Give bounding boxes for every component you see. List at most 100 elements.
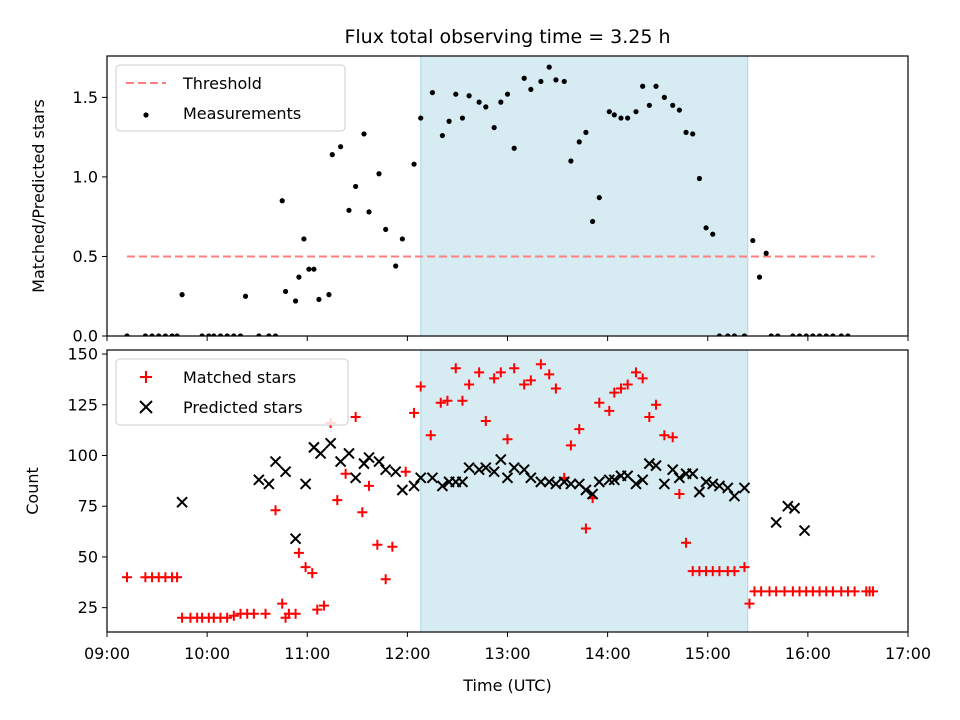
matched-stars-point <box>594 397 605 408</box>
predicted-stars-point <box>324 437 337 450</box>
matched-stars-point <box>771 586 782 597</box>
measurement-point <box>429 89 436 96</box>
y-tick-label: 0.0 <box>73 327 98 346</box>
measurement-point <box>446 118 452 124</box>
y-tick-label: 75 <box>78 497 98 516</box>
plot-area-1 <box>124 64 875 336</box>
y-tick-label: 1.5 <box>73 88 98 107</box>
legend-label: Matched stars <box>183 368 296 387</box>
matched-stars-point <box>442 395 453 406</box>
measurement-point <box>653 83 659 89</box>
measurement-point <box>346 207 352 213</box>
predicted-stars-point <box>798 524 811 537</box>
matched-stars-point <box>714 566 725 577</box>
matched-stars-point <box>177 612 188 623</box>
measurement-point <box>149 333 155 336</box>
y-tick-label: 50 <box>78 547 98 566</box>
x-tick-label: 13:00 <box>484 644 530 663</box>
measurement-point <box>775 333 781 336</box>
predicted-stars-point <box>289 532 302 545</box>
x-tick-label: 12:00 <box>384 644 430 663</box>
matched-stars-point <box>502 434 513 445</box>
measurement-point <box>272 333 279 336</box>
measurement-point <box>790 333 796 336</box>
x-tick-label: 14:00 <box>585 644 631 663</box>
matched-stars-point <box>260 608 271 619</box>
predicted-stars-point <box>176 496 188 508</box>
measurement-point <box>237 333 244 336</box>
x-tick-label: 11:00 <box>284 644 330 663</box>
matched-stars-point <box>519 379 530 390</box>
measurement-point <box>596 194 602 201</box>
predicted-stars-point <box>408 480 420 492</box>
measurement-point <box>583 129 589 135</box>
predicted-stars-point <box>518 463 530 476</box>
measurement-point <box>561 78 567 85</box>
measurement-point <box>830 333 836 336</box>
predicted-stars-point <box>643 457 656 470</box>
measurement-point <box>633 109 639 115</box>
x-axis-label: Time (UTC) <box>462 676 551 695</box>
matched-stars-point <box>293 547 304 558</box>
matched-stars-point <box>435 397 446 408</box>
measurement-point <box>483 104 489 110</box>
matched-stars-point <box>387 541 398 552</box>
measurement-point <box>266 333 272 336</box>
measurement-point <box>439 132 446 139</box>
measurement-point <box>796 333 803 336</box>
measurement-point <box>366 209 372 215</box>
predicted-stars-point <box>480 461 492 474</box>
predicted-stars-point <box>586 488 599 500</box>
predicted-stars-point <box>658 478 671 490</box>
measurement-point <box>528 86 534 93</box>
matched-stars-point <box>122 572 133 583</box>
measurement-point <box>326 292 332 298</box>
predicted-stars-point <box>389 466 402 478</box>
predicted-stars-point <box>501 472 514 484</box>
measurement-point <box>217 333 224 336</box>
y-axis-label: Count <box>23 467 42 515</box>
matched-stars-point <box>172 572 183 583</box>
matched-stars-point <box>756 586 767 597</box>
measurement-point <box>206 333 212 336</box>
measurement-point <box>741 333 748 336</box>
predicted-stars-point <box>314 447 327 460</box>
legend-label: Measurements <box>183 104 301 123</box>
x-tick-label: 16:00 <box>785 644 831 663</box>
measurement-point <box>670 102 676 108</box>
matched-stars-point <box>849 586 860 597</box>
y-tick-label: 1.0 <box>73 167 98 186</box>
predicted-stars-point <box>415 472 427 484</box>
measurement-point <box>606 109 612 115</box>
predicted-stars-point <box>593 476 605 488</box>
predicted-stars-point <box>673 472 686 484</box>
predicted-stars-point <box>636 474 649 486</box>
measurement-point <box>756 274 763 280</box>
x-tick-label: 15:00 <box>685 644 731 663</box>
measurement-point <box>690 131 696 137</box>
predicted-stars-point <box>373 455 385 468</box>
matched-stars-point <box>409 407 420 418</box>
matched-stars-point <box>340 468 351 479</box>
measurement-point <box>418 115 424 121</box>
matched-stars-point <box>300 562 311 573</box>
matched-stars-point <box>450 363 461 374</box>
matched-stars-point <box>312 604 323 615</box>
measurement-point <box>231 333 237 336</box>
predicted-stars-point <box>379 463 392 476</box>
matched-stars-point <box>307 568 318 579</box>
predicted-stars-point <box>630 478 642 490</box>
measurement-point <box>590 218 596 225</box>
predicted-stars-point <box>535 476 547 488</box>
matched-stars-point <box>400 466 411 477</box>
measurement-point <box>279 198 285 204</box>
measurement-point <box>476 99 482 105</box>
measurement-point <box>296 274 302 280</box>
legend-box <box>115 64 346 132</box>
predicted-stars-point <box>426 472 439 484</box>
predicted-stars-point <box>299 478 312 490</box>
measurement-point <box>211 333 217 336</box>
predicted-stars-point <box>603 474 616 486</box>
matched-stars-point <box>228 610 239 621</box>
matched-stars-point <box>667 432 678 443</box>
